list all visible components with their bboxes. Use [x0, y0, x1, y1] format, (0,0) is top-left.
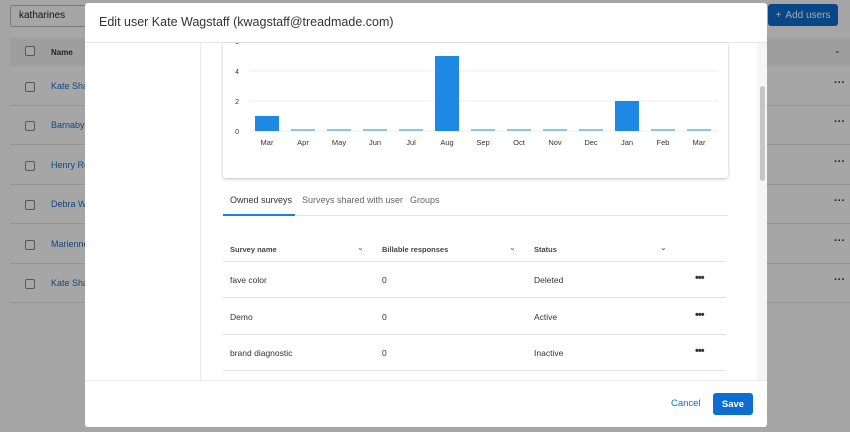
plus-icon: + [775, 9, 782, 21]
row-checkbox[interactable] [25, 279, 35, 289]
bar [543, 129, 567, 131]
active-tab-indicator [223, 214, 295, 216]
y-tick-label: 2 [235, 99, 239, 106]
column-status[interactable]: Status [534, 245, 557, 254]
scrollbar-thumb[interactable] [760, 86, 765, 181]
user-name-link[interactable]: Henry Re [51, 159, 90, 170]
row-checkbox[interactable] [25, 200, 35, 211]
survey-status: Active [534, 311, 558, 322]
bar [363, 129, 387, 131]
user-name-link[interactable]: Kate Sha [51, 278, 89, 288]
modal-title: Edit user Kate Wagstaff (kwagstaff@tread… [99, 15, 394, 29]
bar [327, 129, 351, 131]
billable-responses: 0 [382, 311, 387, 322]
bar [507, 129, 531, 131]
chevron-down-icon[interactable]: ⌄ [834, 46, 841, 55]
x-tick-label: Nov [548, 138, 562, 147]
x-tick-label: Sep [476, 138, 489, 147]
divider [223, 261, 726, 262]
edit-user-modal: Edit user Kate Wagstaff (kwagstaff@tread… [85, 3, 767, 427]
x-tick-label: Feb [657, 138, 670, 147]
x-tick-label: Oct [513, 138, 526, 147]
bar [399, 129, 423, 131]
x-tick-label: Mar [693, 138, 706, 147]
y-tick-label: 6 [235, 43, 239, 46]
bar [291, 129, 315, 131]
survey-name: fave color [230, 275, 267, 285]
bar [579, 129, 603, 131]
survey-name: Demo [230, 311, 253, 322]
more-options-icon[interactable]: ··· [834, 116, 845, 129]
more-options-icon[interactable]: ••• [695, 345, 705, 357]
column-survey-name[interactable]: Survey name [230, 245, 277, 254]
row-checkbox[interactable] [25, 160, 35, 171]
x-tick-label: Jan [621, 138, 633, 147]
x-tick-label: May [332, 138, 346, 147]
select-all-checkbox[interactable] [25, 46, 35, 56]
add-users-button[interactable]: + Add users [768, 4, 838, 26]
chevron-down-icon[interactable]: ⌄ [357, 243, 364, 252]
bar [255, 116, 279, 131]
billable-responses: 0 [382, 348, 387, 358]
bar [687, 129, 711, 131]
more-options-icon[interactable]: ··· [834, 274, 845, 286]
row-checkbox[interactable] [25, 239, 35, 250]
bar [471, 129, 495, 131]
billable-responses: 0 [382, 275, 387, 285]
bar-chart: 0 2 4 6 Mar Apr May Jun Jul Aug Sep Oct Nov Dec Jan Feb… [235, 39, 718, 147]
divider [200, 43, 201, 381]
chevron-down-icon[interactable]: ⌄ [509, 243, 516, 252]
x-tick-label: Apr [297, 138, 309, 147]
x-tick-label: Mar [261, 138, 274, 147]
column-billable-responses[interactable]: Billable responses [382, 245, 449, 254]
divider [85, 380, 767, 381]
x-tick-label: Jul [406, 138, 416, 147]
more-options-icon[interactable]: ••• [695, 272, 705, 284]
row-checkbox[interactable] [25, 121, 35, 132]
divider [85, 42, 767, 43]
survey-status: Deleted [534, 275, 564, 285]
divider [223, 333, 726, 335]
divider [223, 370, 726, 371]
bar [651, 129, 675, 131]
save-button[interactable]: Save [713, 393, 753, 415]
responses-chart-card: 0 2 4 6 Mar Apr May Jun Jul Aug Sep Oct Nov Dec Jan Feb… [223, 39, 728, 178]
cancel-button[interactable]: Cancel [671, 398, 701, 409]
tab-groups[interactable]: Groups [410, 195, 440, 205]
more-options-icon[interactable]: ··· [834, 155, 845, 168]
y-tick-label: 4 [235, 69, 239, 76]
x-tick-label: Dec [584, 138, 598, 147]
more-options-icon[interactable]: ··· [834, 234, 845, 247]
name-column-header[interactable]: Name [51, 48, 73, 57]
survey-name: brand diagnostic [230, 348, 293, 358]
x-tick-label: Aug [440, 138, 453, 147]
bar [435, 56, 459, 131]
user-name-link[interactable]: Kate Sha [51, 81, 89, 91]
more-options-icon[interactable]: ··· [834, 195, 845, 208]
divider [223, 297, 726, 298]
y-tick-label: 0 [235, 129, 239, 136]
survey-status: Inactive [534, 348, 564, 358]
more-options-icon[interactable]: ··· [834, 77, 845, 89]
user-name-link[interactable]: Debra Wi [51, 199, 89, 210]
scrollbar[interactable] [757, 43, 767, 381]
user-name-link[interactable]: Barnaby [51, 120, 85, 131]
tab-bar: Owned surveys Surveys shared with user G… [223, 193, 728, 216]
tab-owned-surveys[interactable]: Owned surveys [230, 195, 293, 205]
x-tick-label: Jun [369, 138, 381, 147]
bar [615, 101, 639, 131]
user-name-link[interactable]: Marienne [51, 238, 89, 249]
chevron-down-icon[interactable]: ⌄ [660, 243, 667, 252]
more-options-icon[interactable]: ••• [695, 308, 705, 321]
row-checkbox[interactable] [25, 82, 35, 92]
tab-shared-surveys[interactable]: Surveys shared with user [302, 195, 404, 205]
